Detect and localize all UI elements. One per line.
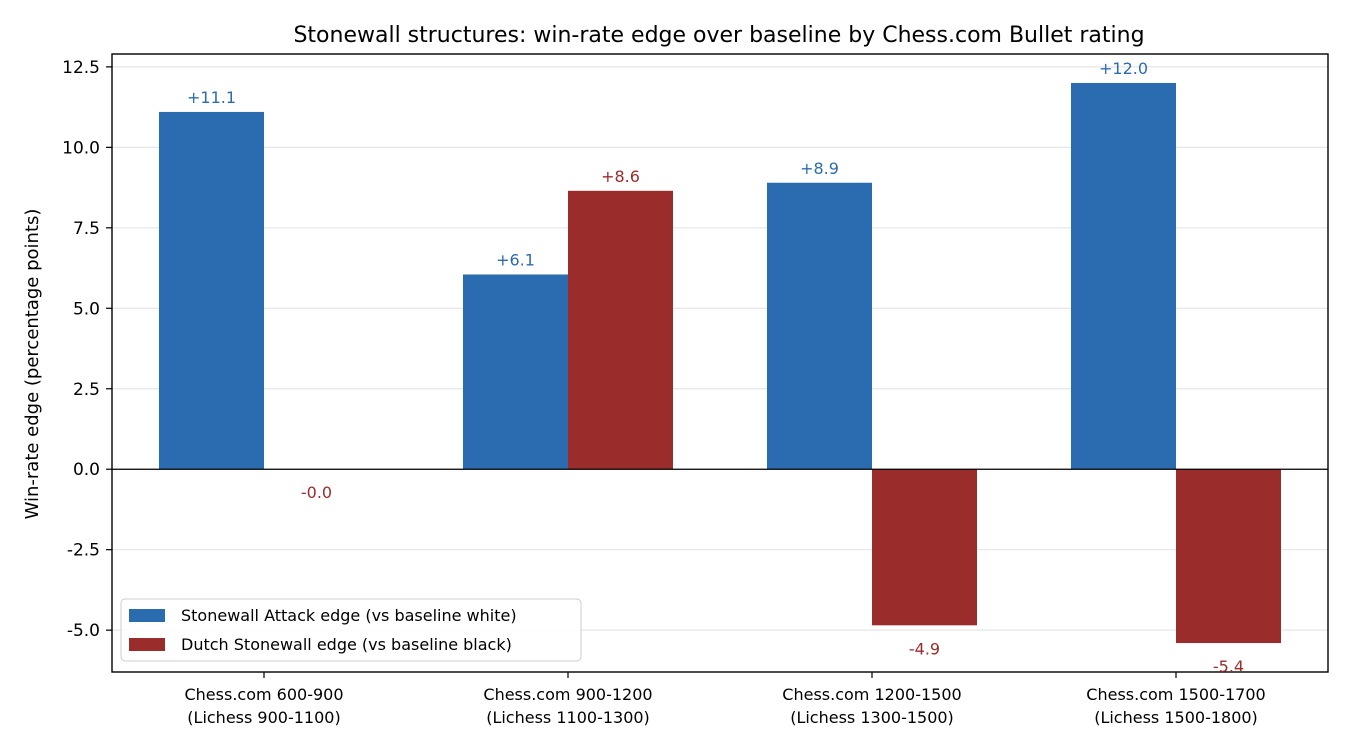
x-tick-label: (Lichess 1100-1300)	[486, 708, 650, 727]
y-tick-label: -2.5	[67, 541, 100, 561]
data-label: +12.0	[1099, 59, 1148, 78]
legend-box	[120, 598, 582, 662]
legend-label-stonewall-attack: Stonewall Attack edge (vs baseline white…	[181, 606, 517, 625]
data-label: +11.1	[187, 88, 236, 107]
y-tick-label: 7.5	[73, 219, 100, 239]
y-tick-label: 10.0	[62, 138, 100, 158]
y-tick-label: 12.5	[62, 58, 100, 78]
bar	[1071, 82, 1176, 470]
legend-swatch-dutch-stonewall	[129, 638, 165, 651]
y-tick-label: 5.0	[73, 299, 100, 319]
x-tick-label: Chess.com 1500-1700	[1086, 685, 1265, 704]
bar	[159, 111, 264, 470]
legend-label-dutch-stonewall: Dutch Stonewall edge (vs baseline black)	[181, 635, 512, 654]
bar	[463, 274, 568, 470]
data-labels: +11.1 -0.0 +6.1 +8.6 +8.9 -4.9 +12.0 -5.4	[187, 59, 1244, 676]
data-label: -0.0	[301, 483, 332, 502]
plot-frame	[111, 53, 1329, 673]
bar	[872, 469, 977, 626]
bar	[1176, 469, 1281, 644]
bars	[159, 82, 1281, 644]
x-tick-label: (Lichess 1300-1500)	[790, 708, 954, 727]
y-tick-label: 2.5	[73, 380, 100, 400]
data-label: +6.1	[496, 250, 535, 269]
x-tick-label: Chess.com 900-1200	[483, 685, 652, 704]
y-tick-label: -5.0	[67, 621, 100, 641]
data-label: -4.9	[909, 639, 940, 658]
data-label: +8.9	[800, 159, 839, 178]
data-label: +8.6	[601, 167, 640, 186]
bar	[767, 182, 872, 470]
legend-swatch-stonewall-attack	[129, 609, 165, 622]
y-axis: -5.0 -2.5 0.0 2.5 5.0 7.5 10.0 12.5	[62, 58, 112, 641]
legend: Stonewall Attack edge (vs baseline white…	[120, 598, 582, 662]
y-axis-label: Win-rate edge (percentage points)	[22, 209, 43, 520]
x-tick-label: Chess.com 600-900	[184, 685, 343, 704]
x-tick-label: Chess.com 1200-1500	[782, 685, 961, 704]
x-tick-label: (Lichess 1500-1800)	[1094, 708, 1258, 727]
y-tick-label: 0.0	[73, 460, 100, 480]
data-label: -5.4	[1213, 657, 1244, 676]
bar	[568, 190, 673, 470]
chart-title: Stonewall structures: win-rate edge over…	[293, 23, 1144, 48]
x-tick-label: (Lichess 900-1100)	[187, 708, 340, 727]
x-axis: Chess.com 600-900 (Lichess 900-1100) Chess…	[184, 672, 1266, 727]
